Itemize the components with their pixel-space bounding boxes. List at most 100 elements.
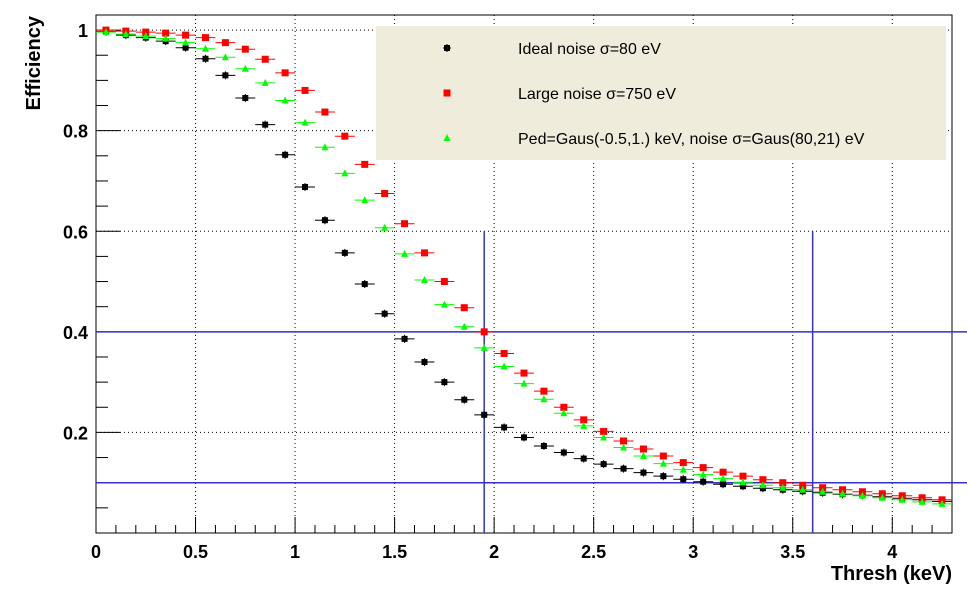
data-point [599, 460, 608, 469]
data-point [620, 437, 628, 445]
data-point [520, 369, 528, 377]
data-point [361, 160, 369, 168]
data-point [839, 489, 847, 497]
data-point [679, 465, 687, 473]
x-tick-label: 3 [688, 542, 698, 562]
x-tick-label: 0.5 [183, 542, 208, 562]
data-point [182, 38, 190, 46]
data-point [520, 433, 528, 442]
data-point [221, 71, 230, 80]
data-point [320, 216, 329, 225]
data-point [443, 134, 451, 141]
data-point [779, 479, 787, 487]
data-point [659, 472, 668, 481]
data-point [699, 464, 707, 472]
data-point [619, 464, 628, 473]
data-point [400, 334, 409, 343]
data-point [142, 28, 150, 36]
legend-entry: Large noise σ=750 eV [443, 86, 676, 103]
data-point [443, 89, 451, 97]
data-point [281, 150, 290, 159]
x-tick-label: 1.5 [382, 542, 407, 562]
y-tick-label: 0.8 [63, 122, 88, 142]
data-point [102, 28, 110, 36]
data-point [639, 452, 647, 460]
data-point [420, 249, 428, 257]
data-point [500, 362, 508, 370]
x-tick-label: 0 [91, 542, 101, 562]
data-point [639, 445, 647, 453]
data-point [938, 499, 946, 507]
data-point [839, 486, 847, 494]
data-point [360, 280, 369, 289]
data-point [719, 468, 727, 476]
data-point [659, 452, 667, 460]
data-point [420, 358, 429, 367]
data-point [898, 492, 906, 500]
data-point [500, 349, 508, 357]
data-point [699, 477, 708, 486]
data-point [440, 378, 449, 387]
data-point [361, 196, 369, 204]
data-point [301, 118, 309, 126]
data-point [878, 493, 886, 501]
data-point [580, 421, 588, 429]
data-point [500, 423, 509, 432]
data-point [261, 78, 269, 86]
data-point [401, 220, 409, 228]
data-point [779, 483, 787, 491]
data-point [480, 410, 489, 419]
data-point [580, 416, 588, 424]
data-point [819, 487, 827, 495]
data-point [858, 488, 866, 496]
data-point [381, 190, 389, 198]
data-point [241, 93, 250, 102]
series-2 [96, 28, 952, 507]
data-point [261, 120, 270, 129]
legend-entry: Ped=Gaus(-0.5,1.) keV, noise σ=Gaus(80,2… [443, 131, 865, 148]
data-point [799, 485, 807, 493]
data-point [579, 454, 588, 463]
data-point [182, 31, 190, 39]
data-point [699, 470, 707, 478]
data-point [480, 328, 488, 336]
data-point [221, 39, 229, 47]
x-axis-label: Thresh (keV) [831, 563, 952, 585]
data-point [540, 395, 548, 403]
data-point [739, 472, 747, 480]
data-point [878, 490, 886, 498]
data-point [539, 441, 548, 450]
x-tick-label: 2.5 [581, 542, 606, 562]
x-tick-label: 1 [290, 542, 300, 562]
data-point [858, 491, 866, 499]
y-axis-label: Efficiency [23, 15, 45, 110]
data-point [401, 249, 409, 257]
data-point [443, 44, 451, 52]
y-tick-label: 0.6 [63, 222, 88, 242]
legend-label: Large noise σ=750 eV [518, 86, 676, 103]
data-point [321, 108, 329, 116]
legend: Ideal noise σ=80 eV Large noise σ=750 eV P… [376, 26, 946, 160]
x-tick-label: 3.5 [780, 542, 805, 562]
data-point [739, 478, 747, 486]
data-point [201, 44, 209, 52]
data-point [380, 309, 389, 318]
data-point [819, 484, 827, 492]
data-point [679, 459, 687, 467]
data-point [540, 387, 548, 395]
data-point [460, 322, 468, 330]
data-point [221, 53, 229, 61]
data-point [620, 443, 628, 451]
legend-label: Ped=Gaus(-0.5,1.) keV, noise σ=Gaus(80,2… [518, 131, 865, 148]
data-point [440, 278, 448, 286]
reference-lines [96, 231, 967, 533]
data-point [460, 395, 469, 404]
data-point [162, 29, 170, 37]
data-point [241, 64, 249, 72]
data-point [759, 481, 767, 489]
data-point [520, 379, 528, 387]
data-point [799, 481, 807, 489]
data-point [340, 248, 349, 257]
data-point [201, 34, 209, 42]
data-point [321, 143, 329, 151]
